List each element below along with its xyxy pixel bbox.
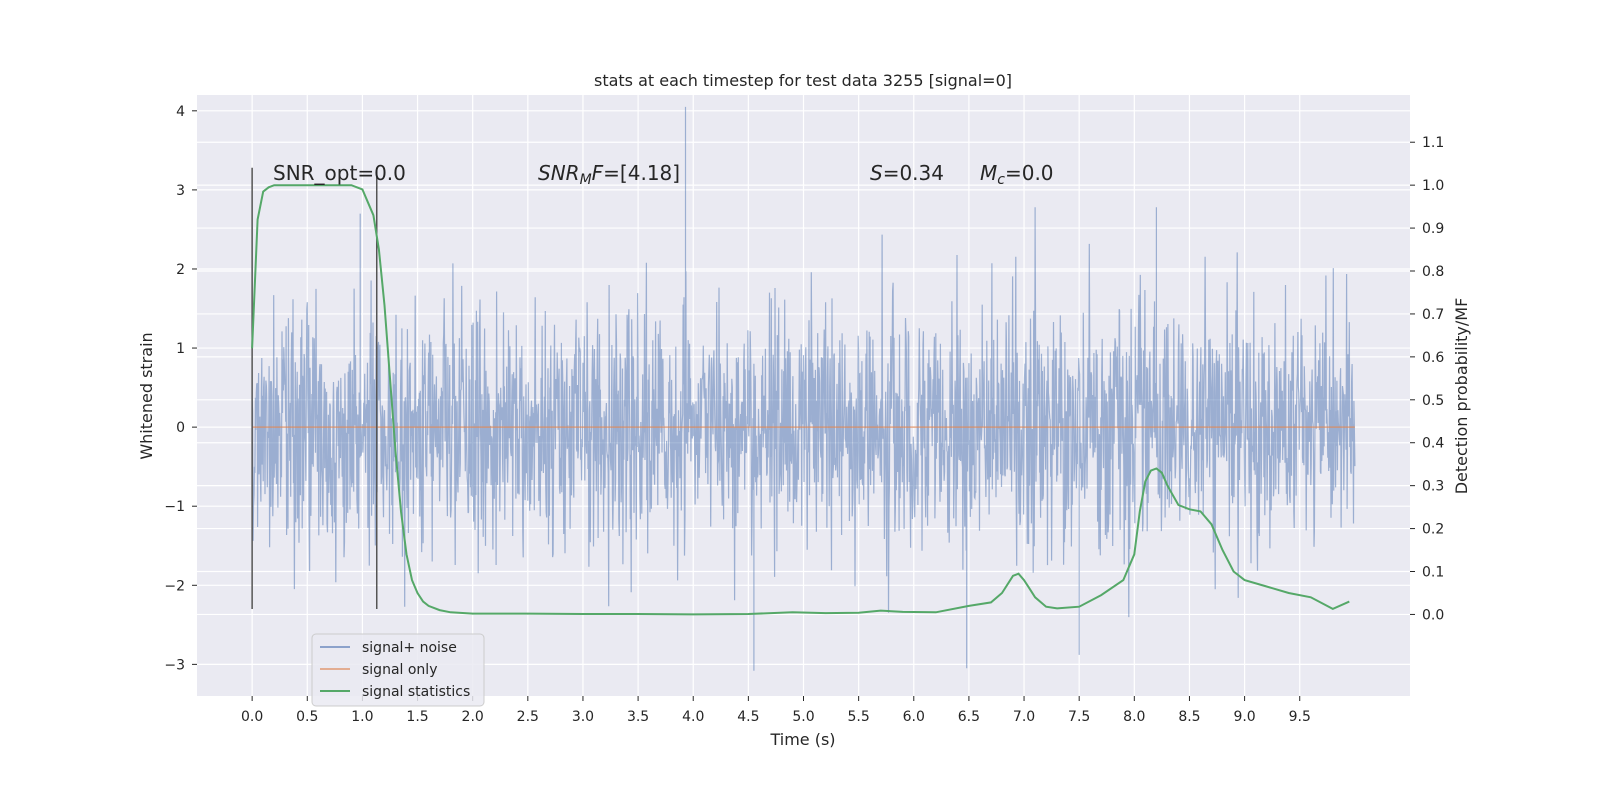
y2-tick-label: 1.1 — [1422, 135, 1444, 151]
y-tick-label: 3 — [176, 183, 185, 199]
x-tick-label: 8.5 — [1178, 709, 1200, 725]
x-tick-label: 0.5 — [296, 709, 318, 725]
y2-tick-label: 0.4 — [1422, 436, 1444, 452]
legend-box — [311, 633, 485, 707]
noise-trace — [251, 106, 1356, 671]
x-tick-label: 4.0 — [682, 709, 704, 725]
chart-title: stats at each timestep for test data 325… — [594, 71, 1012, 90]
x-tick-label: 5.0 — [792, 709, 814, 725]
annotation-snr-mf-italic: F — [592, 161, 604, 185]
x-tick-label: 1.5 — [406, 709, 428, 725]
annotation-snr-opt: SNR_opt=0.0 — [273, 161, 406, 185]
x-tick-label: 7.5 — [1068, 709, 1090, 725]
y-tick-label: −3 — [164, 657, 185, 673]
y-axis-label: Whitened strain — [137, 332, 156, 459]
y2-tick-label: 0.9 — [1422, 221, 1444, 237]
x-tick-label: 6.5 — [958, 709, 980, 725]
x-tick-label: 8.0 — [1123, 709, 1145, 725]
annotation-mc: Mc=0.0 — [980, 161, 1054, 188]
y-tick-label: −1 — [164, 499, 185, 515]
x-tick-label: 1.0 — [351, 709, 373, 725]
y-axis-ticks: 4 3 2 1 0 −1 −2 −3 — [164, 104, 197, 673]
series-signal-plus-noise — [251, 106, 1356, 671]
x-tick-label: 9.5 — [1289, 709, 1311, 725]
x-tick-label: 0.0 — [241, 709, 263, 725]
x-tick-label: 3.5 — [627, 709, 649, 725]
y-tick-label: 4 — [176, 104, 185, 120]
annotation-mc-symbol: M — [980, 161, 997, 185]
y2-tick-label: 0.3 — [1422, 479, 1444, 495]
annotation-mc-value: =0.0 — [1005, 161, 1054, 185]
annotation-snr-mf-sub: M — [580, 172, 592, 188]
x-tick-label: 2.5 — [517, 709, 539, 725]
annotation-snr-mf-base: SNR — [538, 161, 580, 185]
y-tick-label: −2 — [164, 578, 185, 594]
x-tick-label: 7.0 — [1013, 709, 1035, 725]
legend-label-signal-only: signal only — [362, 662, 437, 678]
y2-tick-label: 0.0 — [1422, 607, 1444, 623]
x-tick-label: 4.5 — [737, 709, 759, 725]
annotation-s-value: =0.34 — [883, 161, 944, 185]
legend: signal+ noise signal only signal statist… — [311, 633, 485, 707]
annotation-snr-mf-value: =[4.18] — [603, 161, 680, 185]
y2-tick-label: 0.5 — [1422, 393, 1444, 409]
y2-tick-label: 0.8 — [1422, 264, 1444, 280]
annotation-snr-mf: SNRMF=[4.18] — [538, 161, 680, 188]
x-tick-label: 6.0 — [903, 709, 925, 725]
annotation-s-symbol: S — [870, 161, 883, 185]
legend-label-signal-statistics: signal statistics — [362, 684, 470, 700]
annotation-mc-sub: c — [997, 172, 1005, 188]
x-axis-ticks: 0.0 0.5 1.0 1.5 2.0 2.5 3.0 3.5 4.0 4.5 5.0 5.5 6.0 6… — [241, 696, 1311, 725]
y2-tick-label: 0.6 — [1422, 350, 1444, 366]
y-tick-label: 2 — [176, 262, 185, 278]
series-signal-statistics — [251, 184, 1350, 616]
x-axis-label: Time (s) — [769, 730, 835, 749]
y2-tick-label: 0.2 — [1422, 522, 1444, 538]
y2-tick-label: 0.7 — [1422, 307, 1444, 323]
y2-axis-label: Detection probability/MF — [1452, 298, 1471, 495]
y-tick-label: 1 — [176, 341, 185, 357]
x-tick-label: 5.5 — [848, 709, 870, 725]
annotation-s: S=0.34 — [870, 161, 944, 185]
x-tick-label: 9.0 — [1233, 709, 1255, 725]
x-tick-label: 2.0 — [462, 709, 484, 725]
y2-tick-label: 1.0 — [1422, 178, 1444, 194]
signal-statistics-line — [251, 184, 1350, 616]
x-tick-label: 3.0 — [572, 709, 594, 725]
y2-tick-label: 0.1 — [1422, 565, 1444, 581]
y2-axis-ticks: 1.1 1.0 0.9 0.8 0.7 0.6 0.5 0.4 0.3 0.2 0.1 0.0 — [1410, 135, 1444, 623]
legend-label-signal-plus-noise: signal+ noise — [362, 640, 457, 656]
y-tick-label: 0 — [176, 420, 185, 436]
